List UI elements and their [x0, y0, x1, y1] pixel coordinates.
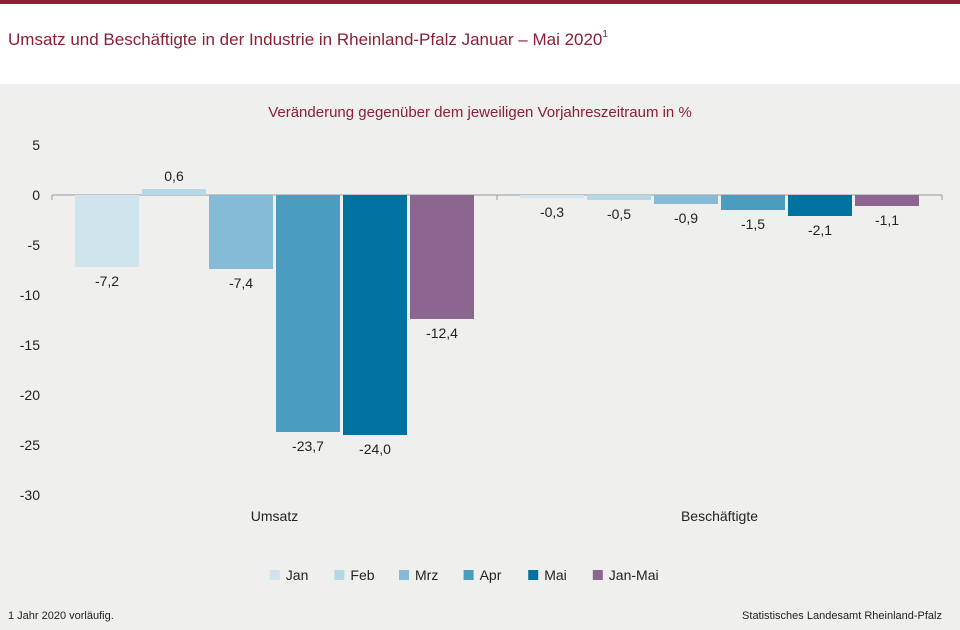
legend-label: Jan [286, 567, 309, 583]
y-tick-label: 0 [32, 187, 40, 203]
y-tick-label: -20 [20, 387, 40, 403]
legend-label: Apr [480, 567, 502, 583]
data-label: -1,1 [875, 212, 899, 228]
legend-swatch-jan [269, 570, 280, 580]
chart-subtitle: Veränderung gegenüber dem jeweiligen Vor… [268, 104, 692, 121]
bar-mai [343, 195, 407, 435]
y-tick-label: -10 [20, 287, 40, 303]
bar-mrz [209, 195, 273, 269]
bar-feb [587, 195, 651, 200]
brand-top-bar [0, 0, 960, 4]
data-label: -7,4 [229, 275, 253, 291]
y-tick-label: 5 [32, 137, 40, 153]
bar-jan [75, 195, 139, 267]
data-label: -12,4 [426, 325, 458, 341]
legend-label: Jan-Mai [609, 567, 659, 583]
legend-swatch-feb [334, 570, 345, 580]
legend-label: Mai [544, 567, 567, 583]
data-label: -1,5 [741, 216, 765, 232]
legend-swatch-apr [463, 570, 474, 580]
data-label: -24,0 [359, 441, 391, 457]
y-tick-label: -25 [20, 437, 40, 453]
bar-jan-mai [410, 195, 474, 319]
bar-jan-mai [855, 195, 919, 206]
data-label: -0,5 [607, 206, 631, 222]
data-label: 0,6 [164, 168, 184, 184]
page-title: Umsatz und Beschäftigte in der Industrie… [8, 29, 608, 50]
legend-swatch-mrz [399, 570, 409, 580]
data-label: -23,7 [292, 438, 324, 454]
legend-swatch-mai [528, 570, 539, 580]
y-tick-label: -15 [20, 337, 40, 353]
data-label: -2,1 [808, 222, 832, 238]
page-title-text: Umsatz und Beschäftigte in der Industrie… [8, 30, 603, 49]
bar-apr [276, 195, 340, 432]
bar-mrz [654, 195, 718, 204]
x-category-label: Beschäftigte [681, 508, 758, 524]
data-label: -0,9 [674, 210, 698, 226]
bar-jan [520, 195, 584, 198]
title-footnote-mark: 1 [602, 29, 608, 41]
data-label: -0,3 [540, 204, 564, 220]
footnote: 1 Jahr 2020 vorläufig. [8, 610, 114, 622]
chart-panel [0, 84, 960, 630]
bar-apr [721, 195, 785, 210]
legend-label: Mrz [415, 567, 438, 583]
legend-swatch-jan-mai [592, 570, 603, 580]
y-tick-label: -5 [28, 237, 41, 253]
source-credit: Statistisches Landesamt Rheinland-Pfalz [742, 610, 942, 622]
y-tick-label: -30 [20, 487, 40, 503]
bar-feb [142, 189, 206, 195]
x-category-label: Umsatz [251, 508, 298, 524]
legend-label: Feb [350, 567, 374, 583]
data-label: -7,2 [95, 273, 119, 289]
bar-mai [788, 195, 852, 216]
